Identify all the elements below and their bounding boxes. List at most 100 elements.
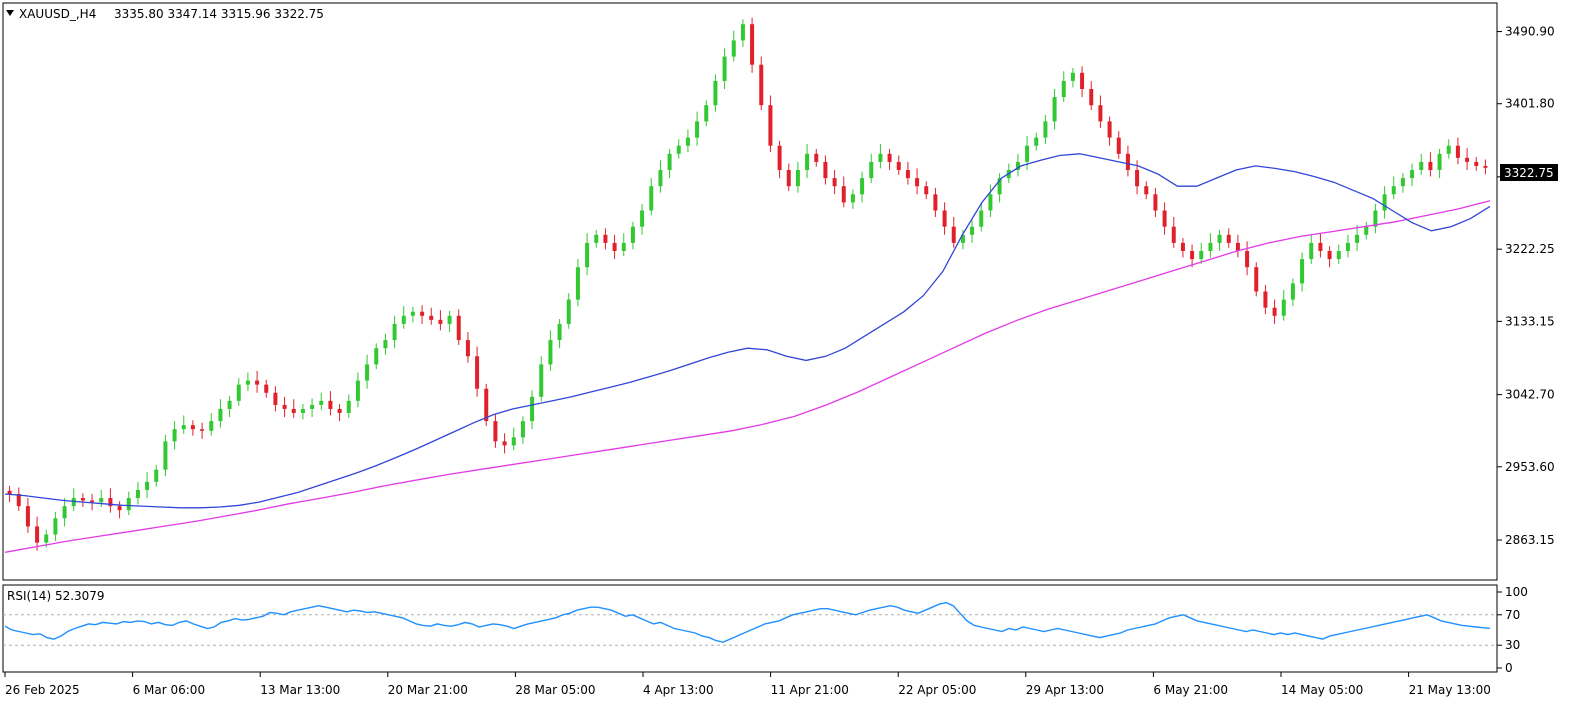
time-axis: 26 Feb 2025 6 Mar 06:00 13 Mar 13:00 20 Mar…	[4, 672, 1491, 697]
price-tick-label: 3042.70	[1505, 388, 1555, 402]
candle-body	[1217, 234, 1222, 243]
candle-body	[630, 226, 635, 243]
candle-body	[750, 24, 755, 65]
candle-body	[1015, 161, 1020, 170]
down-triangle-icon[interactable]	[6, 10, 14, 16]
candle-body	[99, 498, 104, 503]
candle-body	[1125, 153, 1130, 170]
candle-body	[62, 506, 67, 519]
candle-body	[117, 506, 122, 511]
candle-body	[300, 408, 305, 413]
candle-body	[1098, 105, 1103, 122]
candle-body	[1327, 251, 1332, 260]
candle-body	[255, 380, 260, 385]
candle-body	[1034, 137, 1039, 146]
candle-body	[90, 500, 95, 503]
candle-body	[878, 153, 883, 162]
price-tick-label: 3490.90	[1505, 25, 1555, 39]
candle-body	[548, 340, 553, 365]
price-tick-label: 2863.15	[1505, 533, 1555, 547]
candle-body	[1254, 267, 1259, 292]
time-tick-label: 4 Apr 13:00	[643, 683, 714, 697]
candle-body	[924, 186, 929, 195]
ohlc-label: 3335.80 3347.14 3315.96 3322.75	[114, 7, 324, 21]
time-tick-label: 22 Apr 05:00	[898, 683, 976, 697]
candle-body	[1318, 242, 1323, 251]
candle-body	[355, 380, 360, 401]
candle-body	[979, 210, 984, 227]
candle-body	[575, 267, 580, 300]
candle-body	[1455, 145, 1460, 158]
candle-body	[676, 145, 681, 154]
candle-body	[200, 429, 205, 431]
candle-body	[209, 421, 214, 431]
candle-body	[1290, 283, 1295, 300]
candle-body	[704, 105, 709, 122]
candle-body	[181, 425, 186, 430]
candle-body	[1245, 251, 1250, 268]
time-tick-label: 20 Mar 21:00	[388, 683, 468, 697]
rsi-panel[interactable]	[2, 584, 1498, 673]
candle-body	[869, 161, 874, 179]
candle-body	[1043, 121, 1048, 138]
candle-body	[786, 170, 791, 187]
price-tick-label: 3133.15	[1505, 314, 1555, 328]
candle-body	[135, 489, 140, 499]
candle-body	[621, 242, 626, 251]
candle-body	[218, 408, 223, 422]
last-price-tag: 3322.75	[1500, 164, 1558, 181]
price-panel[interactable]	[2, 2, 1498, 581]
candle-body	[933, 194, 938, 211]
candle-body	[841, 186, 846, 203]
candle-body	[282, 404, 287, 409]
time-tick-label: 11 Apr 21:00	[771, 683, 849, 697]
rsi-axis: 100 70 30 0	[1497, 585, 1528, 675]
candle-body	[612, 242, 617, 251]
candle-body	[1226, 234, 1231, 243]
candle-body	[1025, 145, 1030, 162]
time-tick-label: 29 Apr 13:00	[1026, 683, 1104, 697]
candle-body	[603, 234, 608, 243]
candle-body	[1272, 307, 1277, 316]
candle-body	[1309, 242, 1314, 260]
candle-body	[640, 210, 645, 227]
time-tick-label: 28 Mar 05:00	[515, 683, 595, 697]
candle-body	[860, 178, 865, 195]
candle-body	[520, 421, 525, 438]
candle-body	[658, 170, 663, 187]
candle-body	[530, 396, 535, 422]
candle-body	[1162, 210, 1167, 227]
candle-body	[245, 380, 250, 385]
candle-body	[805, 153, 810, 170]
candle-body	[410, 311, 415, 316]
candle-body	[1400, 178, 1405, 187]
rsi-line	[4, 601, 1491, 643]
candle-body	[319, 400, 324, 405]
candle-body	[814, 153, 819, 162]
candle-body	[1263, 291, 1268, 308]
rsi-label: RSI(14) 52.3079	[7, 589, 105, 603]
candle-body	[1089, 89, 1094, 106]
candle-body	[1107, 121, 1112, 138]
candle-body	[374, 348, 379, 365]
time-tick-label: 14 May 05:00	[1281, 683, 1363, 697]
candle-body	[163, 441, 168, 470]
candle-body	[502, 441, 507, 446]
candle-body	[905, 170, 910, 179]
candle-body	[1153, 194, 1158, 211]
candle-body	[392, 323, 397, 341]
candle-body	[484, 388, 489, 422]
candle-body	[1373, 210, 1378, 227]
candle-body	[264, 384, 269, 393]
candle-body	[1437, 153, 1442, 170]
time-tick-label: 26 Feb 2025	[5, 683, 80, 697]
candle-body	[53, 518, 58, 535]
candle-body	[1336, 251, 1341, 260]
candles	[7, 17, 1488, 551]
symbol-label: XAUUSD_,H4	[19, 7, 96, 21]
candle-body	[1180, 242, 1185, 251]
candle-body	[740, 24, 745, 41]
candle-body	[7, 490, 12, 494]
candle-body	[420, 311, 425, 316]
